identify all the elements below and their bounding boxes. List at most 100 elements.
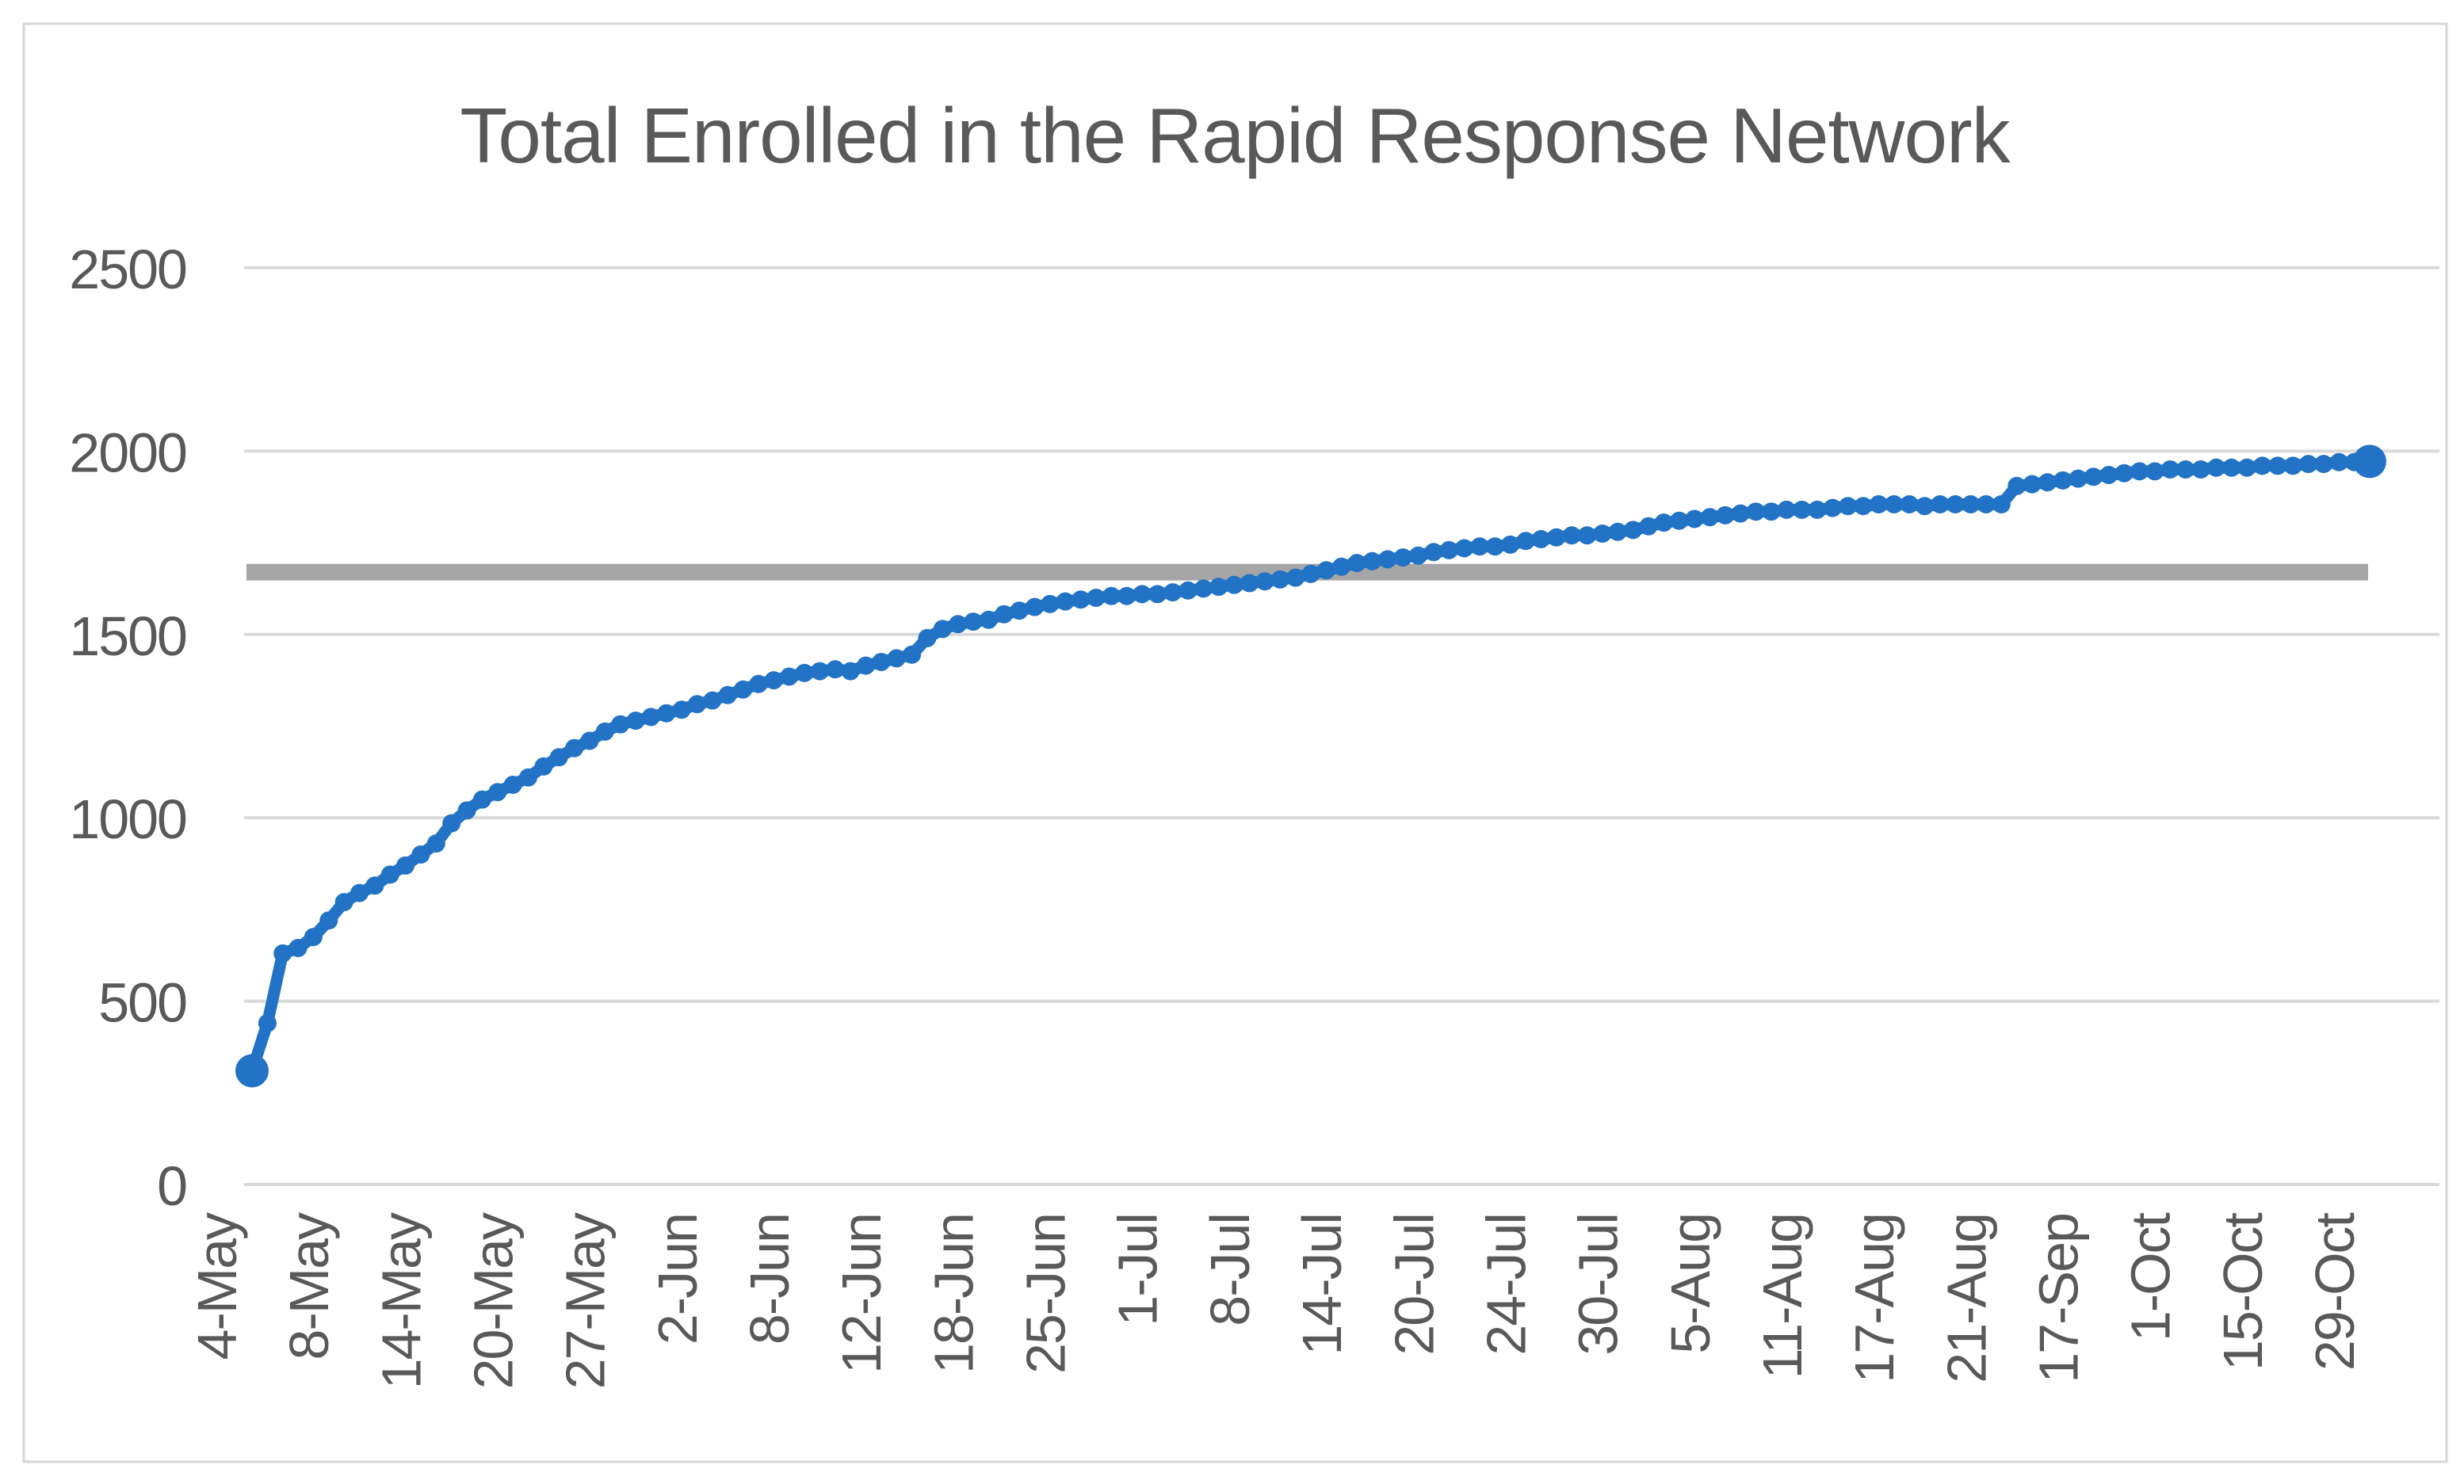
data-point-marker: [688, 695, 706, 714]
data-point-marker: [657, 704, 676, 723]
x-tick-label-14-May: 14-May: [370, 1212, 432, 1389]
data-point-marker: [549, 748, 568, 767]
data-point-marker: [488, 783, 507, 802]
data-point-marker: [2160, 460, 2179, 479]
data-point-marker: [396, 856, 415, 875]
data-point-marker: [1439, 540, 1458, 559]
data-point-marker: [1823, 498, 1842, 517]
data-point-marker: [1516, 532, 1535, 551]
data-point-marker: [1087, 589, 1106, 607]
data-point-marker: [2206, 458, 2225, 477]
gridline-group: [244, 266, 2439, 1186]
x-tick-label-12-Jun: 12-Jun: [831, 1214, 892, 1374]
data-point-marker: [2007, 476, 2027, 495]
data-point-marker: [2253, 456, 2271, 475]
data-point-marker: [1148, 585, 1167, 604]
data-point-marker: [2023, 475, 2042, 494]
data-point-marker: [334, 893, 353, 912]
x-tick-label-20-Jul: 20-Jul: [1383, 1214, 1445, 1356]
x-tick-label-2-Jun: 2-Jun: [647, 1214, 709, 1345]
data-point-marker: [1578, 526, 1596, 545]
data-point-marker: [780, 667, 799, 686]
x-tick-label-1-Jul: 1-Jul: [1107, 1214, 1169, 1326]
data-point-marker: [1163, 583, 1182, 602]
data-point-marker: [304, 928, 323, 947]
data-point-marker: [1916, 497, 1934, 516]
x-tick-label-27-May: 27-May: [555, 1212, 617, 1389]
x-tick-label-17-Aug: 17-Aug: [1843, 1214, 1905, 1383]
data-point-marker: [472, 790, 491, 809]
data-point-marker: [826, 660, 845, 679]
x-tick-label-5-Aug: 5-Aug: [1660, 1214, 1721, 1354]
data-point-marker: [1056, 592, 1075, 611]
data-point-marker: [380, 865, 399, 884]
data-point-marker: [1977, 495, 1996, 513]
x-tick-label-11-Aug: 11-Aug: [1752, 1214, 1813, 1379]
data-point-marker: [887, 649, 906, 668]
x-tick-label-14-Jul: 14-Jul: [1291, 1214, 1353, 1356]
data-point-marker: [1209, 578, 1228, 597]
data-point-marker: [2329, 452, 2348, 471]
data-point-marker: [2069, 469, 2088, 488]
data-point-marker: [2084, 467, 2103, 486]
data-point-marker: [1731, 504, 1750, 523]
data-point-marker: [1347, 554, 1366, 573]
data-point-marker: [2176, 460, 2195, 479]
data-point-marker: [1562, 526, 1581, 545]
data-point-marker: [1885, 495, 1904, 513]
x-tick-label-20-May: 20-May: [463, 1212, 525, 1389]
data-point-marker: [2299, 455, 2318, 474]
data-point-marker: [1639, 517, 1658, 536]
data-point-marker: [795, 663, 814, 682]
data-point-marker: [1409, 546, 1427, 565]
data-point-marker: [1624, 521, 1643, 540]
data-point-marker: [1194, 579, 1213, 598]
data-point-marker: [1117, 586, 1136, 605]
data-point-marker: [2038, 473, 2057, 492]
data-point-marker: [2237, 458, 2256, 477]
data-point-marker: [1962, 495, 1981, 513]
data-point-marker: [288, 939, 308, 957]
data-point-marker: [1133, 585, 1152, 604]
data-point-marker: [2114, 464, 2134, 483]
data-point-marker: [1716, 505, 1735, 525]
x-tick-label-17-Sep: 17-Sep: [2027, 1214, 2089, 1383]
data-point-marker: [565, 738, 584, 757]
x-tick-label-18-Jun: 18-Jun: [923, 1214, 984, 1374]
data-point-marker: [734, 680, 753, 699]
data-point-marker: [580, 731, 599, 750]
data-point-marker: [1839, 497, 1858, 516]
data-point-marker: [641, 708, 660, 727]
data-point-marker: [534, 757, 553, 776]
data-point-marker: [2130, 462, 2149, 481]
data-point-marker: [1316, 561, 1335, 580]
data-point-marker: [1286, 568, 1305, 587]
data-point-marker: [1531, 530, 1550, 548]
data-point-marker: [749, 674, 768, 693]
y-tick-label-2000: 2000: [69, 422, 186, 483]
data-point-marker: [1240, 574, 1259, 593]
data-point-marker: [2268, 456, 2287, 475]
data-point-marker: [995, 605, 1014, 624]
data-point-marker: [1332, 557, 1351, 576]
x-tick-label-25-Jun: 25-Jun: [1015, 1214, 1077, 1374]
data-point-marker: [2191, 460, 2210, 479]
data-point-marker: [1041, 594, 1060, 613]
data-point-marker: [1670, 511, 1689, 530]
data-point-marker: [1900, 495, 1919, 513]
data-point-marker: [595, 722, 614, 741]
data-point-marker: [1700, 508, 1719, 527]
data-point-marker: [1179, 581, 1198, 600]
x-tick-label-8-Jul: 8-Jul: [1199, 1214, 1261, 1326]
data-point-marker: [872, 653, 891, 671]
data-point-marker: [1685, 509, 1704, 528]
x-tick-label-15-Oct: 15-Oct: [2212, 1212, 2274, 1371]
data-point-marker: [1255, 572, 1274, 591]
data-point-marker: [718, 685, 737, 704]
chart-frame-border: [22, 22, 2448, 1463]
x-tick-label-30-Jul: 30-Jul: [1568, 1214, 1629, 1356]
data-point-marker: [319, 911, 338, 930]
data-point-marker: [1547, 528, 1566, 547]
data-point-marker: [1747, 502, 1765, 521]
